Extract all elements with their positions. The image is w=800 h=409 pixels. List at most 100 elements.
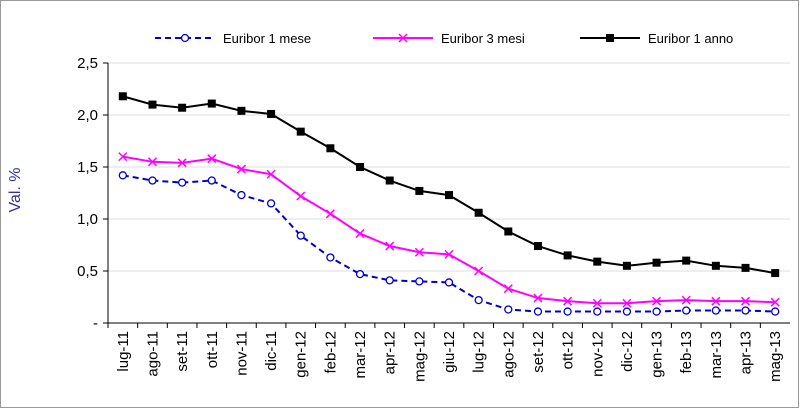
x-tick-label: mag-12 xyxy=(411,331,428,382)
x-tick-label: dic-12 xyxy=(619,331,636,372)
x-tick-label: ott-12 xyxy=(560,331,577,369)
point xyxy=(771,307,780,316)
x-tick-label: gen-13 xyxy=(649,331,666,378)
x-tick-label: ott-11 xyxy=(204,331,221,368)
legend-marker xyxy=(606,34,614,42)
point xyxy=(682,256,691,265)
x-tick-label: apr-13 xyxy=(738,331,755,374)
x-tick-label: lug-12 xyxy=(471,331,488,373)
point xyxy=(296,231,305,240)
point xyxy=(741,263,750,272)
x-tick-label: ago-12 xyxy=(500,331,517,378)
point xyxy=(593,257,602,266)
x-tick-label: giu-12 xyxy=(441,331,458,373)
point xyxy=(325,209,335,219)
y-tick-label: - xyxy=(93,315,98,332)
point xyxy=(533,242,542,251)
point xyxy=(266,199,276,208)
x-tick-label: ago-11 xyxy=(144,331,161,377)
point xyxy=(356,163,365,171)
point xyxy=(177,178,187,187)
point xyxy=(445,191,453,200)
legend-marker xyxy=(398,33,408,43)
point xyxy=(681,295,691,305)
x-tick-label: apr-12 xyxy=(382,331,399,374)
y-tick-label: 0,5 xyxy=(77,263,98,280)
point xyxy=(622,307,632,316)
legend-marker xyxy=(180,33,190,43)
point xyxy=(652,296,662,306)
y-tick-label: 2,0 xyxy=(77,107,98,124)
point xyxy=(355,229,365,239)
point xyxy=(236,164,246,174)
point xyxy=(118,152,128,162)
legend-label: Euribor 1 anno xyxy=(648,31,733,46)
point xyxy=(652,258,661,267)
point xyxy=(682,306,691,315)
point xyxy=(415,277,424,286)
point xyxy=(474,208,483,217)
point xyxy=(296,127,305,136)
y-tick-label: 1,5 xyxy=(77,159,98,176)
legend-label: Euribor 3 mesi xyxy=(441,31,525,46)
x-tick-label: feb-12 xyxy=(322,331,339,374)
x-tick-label: mar-12 xyxy=(352,331,369,379)
point xyxy=(711,296,721,306)
x-tick-label: mar-13 xyxy=(708,331,725,379)
point xyxy=(266,169,276,179)
point xyxy=(415,186,424,195)
point xyxy=(147,157,158,167)
point xyxy=(622,298,632,308)
y-tick-label: 1,0 xyxy=(77,211,98,228)
point xyxy=(474,266,484,276)
point xyxy=(148,176,157,185)
point xyxy=(237,106,246,115)
point xyxy=(711,261,720,270)
point xyxy=(326,144,335,153)
point xyxy=(563,296,573,306)
point xyxy=(622,261,631,270)
point xyxy=(740,296,751,306)
point xyxy=(533,307,543,316)
point xyxy=(652,307,661,316)
x-tick-label: nov-11 xyxy=(233,331,250,376)
point xyxy=(385,241,395,251)
point xyxy=(118,171,127,180)
point xyxy=(237,190,246,200)
point xyxy=(267,109,276,118)
point xyxy=(326,253,335,262)
point xyxy=(563,307,572,316)
x-tick-label: lug-11 xyxy=(115,331,132,372)
point xyxy=(148,100,157,109)
x-tick-label: dic-11 xyxy=(263,331,280,371)
point xyxy=(563,251,572,260)
point xyxy=(711,306,721,315)
point xyxy=(592,298,602,308)
x-tick-label: gen-12 xyxy=(293,331,310,378)
point xyxy=(207,154,217,164)
point xyxy=(207,176,216,185)
x-tick-label: set-11 xyxy=(174,331,191,372)
point xyxy=(178,103,187,112)
y-tick-label: 2,5 xyxy=(77,55,98,72)
point xyxy=(118,92,127,101)
point xyxy=(177,158,187,168)
point xyxy=(474,295,483,305)
point xyxy=(504,227,513,236)
point xyxy=(385,176,394,185)
point xyxy=(770,297,780,307)
point xyxy=(207,99,216,108)
point xyxy=(355,269,365,279)
point xyxy=(444,278,454,287)
point xyxy=(414,247,424,257)
point xyxy=(296,191,306,201)
x-tick-label: feb-13 xyxy=(678,331,695,374)
x-tick-label: set-12 xyxy=(530,331,547,373)
y-axis-label: Val. % xyxy=(7,167,24,212)
point xyxy=(503,284,513,294)
series-line xyxy=(122,174,776,313)
point xyxy=(593,307,602,316)
legend-label: Euribor 1 mese xyxy=(223,31,311,46)
